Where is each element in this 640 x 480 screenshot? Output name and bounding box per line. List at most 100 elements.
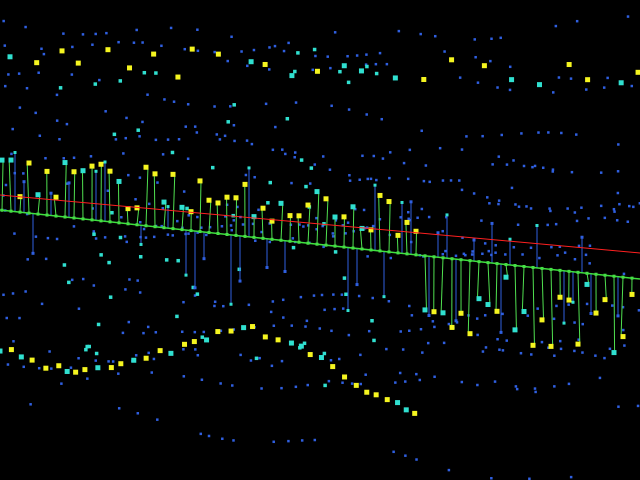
cyan-point [93, 82, 98, 86]
cyan-point [266, 201, 270, 205]
blue-point [560, 131, 563, 135]
cyan-point [237, 267, 242, 272]
blue-point [372, 154, 376, 158]
stem-tip-point [206, 197, 212, 203]
blue-point [472, 192, 476, 195]
blue-point [268, 68, 271, 71]
blue-point [222, 304, 225, 308]
blue-stem-point [193, 286, 197, 290]
cyan-point [107, 260, 111, 265]
blue-point [392, 450, 395, 454]
blue-point [496, 86, 499, 89]
blue-point [250, 142, 254, 146]
blue-point [493, 380, 497, 383]
yellow-point [204, 337, 210, 343]
blue-point [606, 76, 609, 80]
blue-point [421, 351, 424, 354]
green-stem [8, 160, 12, 212]
stem-tip-point [359, 225, 365, 231]
stem-tip-point [116, 178, 122, 184]
blue-stem-point [184, 273, 188, 277]
stem-tip-point [0, 157, 5, 163]
blue-point [146, 93, 149, 96]
yellow-point [143, 355, 149, 361]
blue-point [268, 46, 271, 49]
blue-point [315, 216, 318, 220]
blue-point [122, 152, 125, 155]
blue-point [183, 47, 187, 51]
blue-point [334, 219, 338, 222]
yellow-point [262, 334, 268, 340]
yellow-point [481, 63, 487, 69]
blue-point [55, 119, 59, 122]
yellow-point [341, 63, 347, 69]
blue-point [433, 325, 436, 329]
blue-point [220, 225, 224, 228]
blue-point [202, 330, 206, 334]
yellow-point [168, 350, 174, 356]
blue-point [103, 236, 107, 239]
yellow-point [585, 77, 591, 83]
blue-point [476, 383, 479, 387]
blue-stem-point [373, 183, 377, 187]
cyan-point [304, 184, 308, 189]
stem-tip-point [332, 214, 338, 220]
blue-point [144, 236, 148, 239]
blue-point [488, 202, 491, 205]
blue-point [501, 349, 505, 352]
blue-point [508, 88, 512, 92]
blue-point [318, 327, 322, 330]
stem-tip-point [557, 294, 563, 300]
blue-point [367, 329, 371, 333]
blue-point [599, 171, 603, 174]
blue-point [540, 340, 544, 344]
blue-point [464, 253, 467, 257]
blue-point [598, 376, 602, 380]
green-stem [163, 202, 167, 228]
blue-point [196, 354, 200, 357]
yellow-point [8, 347, 14, 353]
blue-point [420, 129, 423, 133]
blue-point [117, 372, 120, 375]
cyan-point [154, 71, 158, 75]
blue-point [416, 216, 419, 220]
blue-point [18, 316, 21, 320]
blue-point [104, 110, 107, 113]
blue-point [458, 179, 461, 182]
yellow-point [314, 68, 320, 74]
yellow-point [241, 325, 247, 331]
green-stem [476, 261, 480, 299]
blue-stem-point [247, 166, 251, 170]
blue-point [17, 72, 21, 75]
cyan-point [296, 51, 300, 55]
blue-point [389, 256, 393, 260]
blue-point [358, 178, 361, 182]
blue-point [489, 59, 492, 63]
blue-point [326, 55, 329, 58]
green-stem [64, 162, 67, 218]
green-stem [359, 228, 363, 250]
blue-point [603, 216, 607, 220]
blue-point [55, 93, 59, 97]
yellow-point [262, 61, 268, 67]
blue-point [408, 329, 411, 332]
blue-point [11, 292, 15, 295]
cyan-point [136, 128, 140, 132]
green-stem [514, 265, 517, 330]
blue-point [244, 173, 248, 177]
blue-point [3, 44, 7, 47]
blue-point [177, 138, 181, 141]
stem-tip-point [386, 199, 392, 205]
blue-point [454, 254, 458, 258]
yellow-point [34, 60, 40, 66]
blue-point [233, 139, 236, 143]
blue-point [22, 172, 25, 175]
green-stem [297, 215, 300, 243]
blue-point [196, 28, 199, 31]
blue-point [441, 229, 444, 233]
blue-point [156, 418, 159, 421]
blue-point [246, 64, 249, 68]
blue-point [37, 366, 41, 370]
cyan-point [323, 383, 327, 388]
stem-tip-point [503, 274, 509, 280]
